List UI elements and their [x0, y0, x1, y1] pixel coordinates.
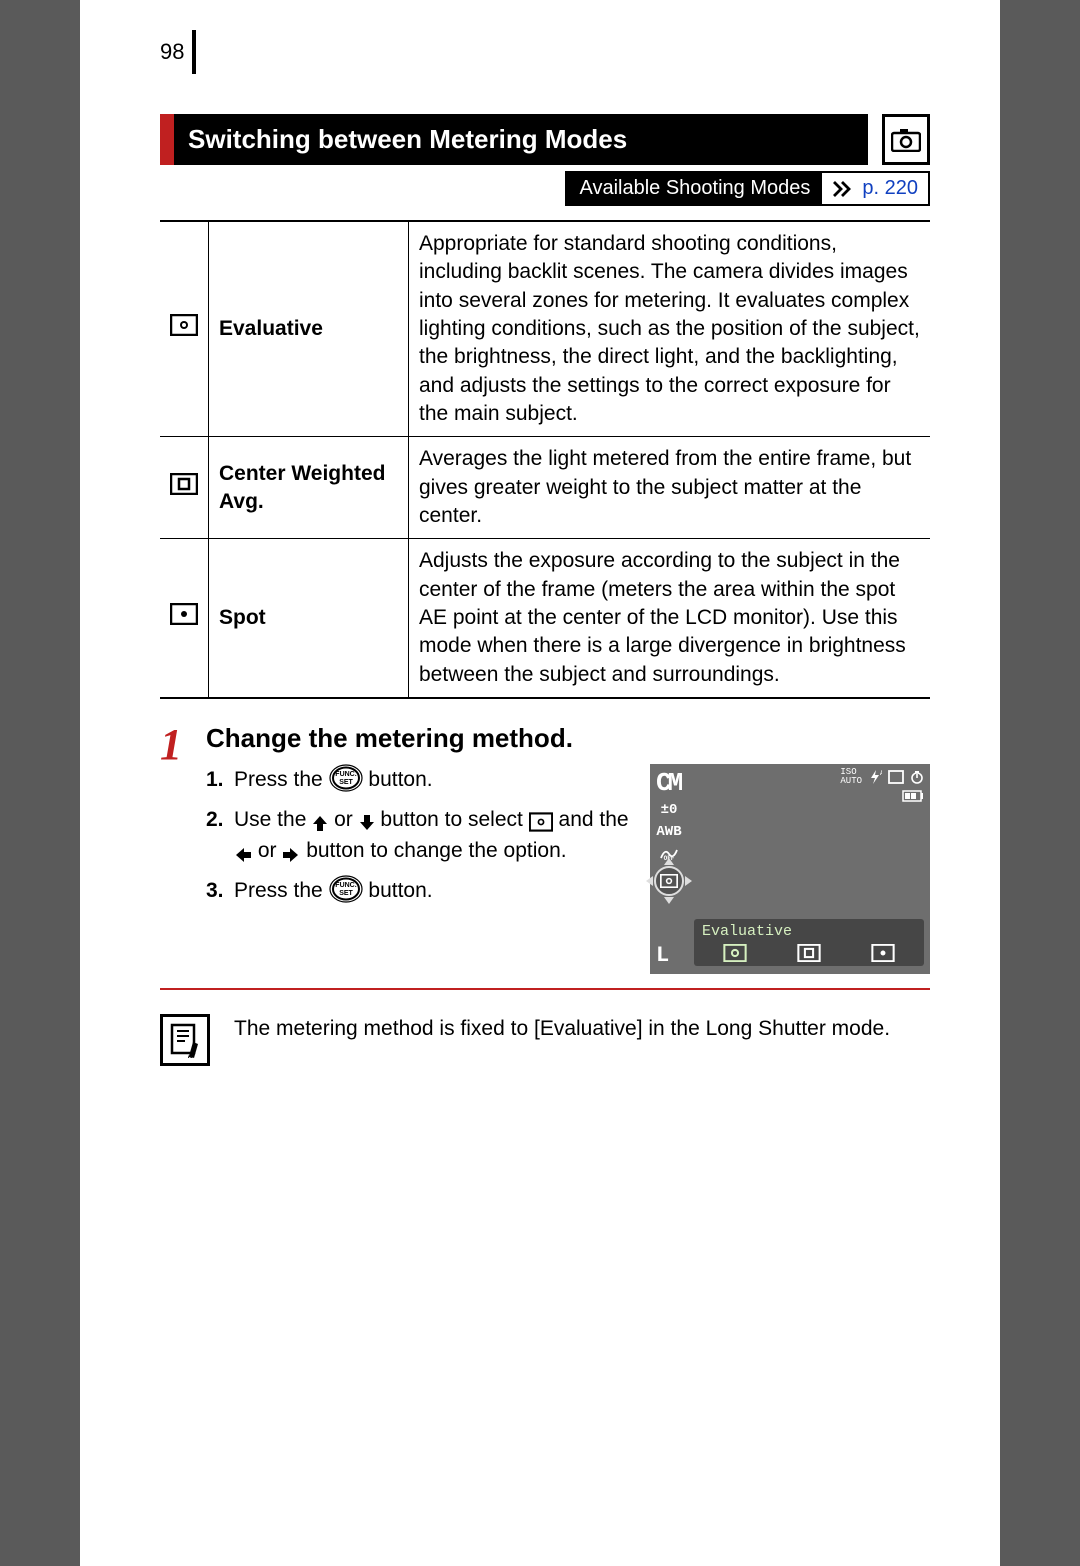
double-chevron-icon: [822, 173, 858, 204]
lcd-top-right-icons: ISOAUTO A: [840, 768, 924, 786]
substep: 1. Press the FUNC. SET button.: [206, 764, 636, 796]
func-set-button-icon: FUNC. SET: [329, 875, 363, 903]
svg-text:FUNC.: FUNC.: [335, 882, 356, 889]
evaluative-inline-icon: [529, 812, 553, 832]
svg-text:A: A: [880, 770, 882, 778]
spot-option-icon: [871, 944, 895, 962]
section-heading: Switching between Metering Modes: [160, 114, 930, 165]
heading-accent-bar: [160, 114, 174, 165]
heading-title: Switching between Metering Modes: [174, 114, 868, 165]
page-number-divider: [192, 30, 196, 74]
svg-text:FUNC.: FUNC.: [335, 771, 356, 778]
lcd-drive-icon: [888, 770, 904, 784]
page-number-row: 98: [160, 30, 930, 74]
mode-description: Appropriate for standard shooting condit…: [409, 221, 931, 437]
step-list: 1. Press the FUNC. SET button.: [206, 764, 636, 974]
left-arrow-icon: [234, 847, 252, 863]
center-weighted-icon: [160, 437, 209, 539]
page-number: 98: [160, 39, 192, 65]
step-block: 1 Change the metering method. 1. Press t…: [160, 723, 930, 990]
lcd-options-strip: Evaluative: [694, 919, 924, 966]
evaluative-option-icon: [723, 944, 747, 962]
svg-text:SET: SET: [339, 890, 353, 897]
note-text: The metering method is fixed to [Evaluat…: [234, 1014, 890, 1044]
lcd-strip-label: Evaluative: [698, 921, 920, 942]
available-modes-label: Available Shooting Modes: [567, 173, 822, 204]
note-row: The metering method is fixed to [Evaluat…: [160, 1014, 930, 1066]
spot-icon: [160, 539, 209, 698]
lcd-strip-icons: [698, 942, 920, 964]
substep: 2. Use the or button to select and the o…: [206, 804, 636, 867]
lcd-size: L: [656, 943, 669, 968]
step-title: Change the metering method.: [206, 723, 930, 754]
note-memo-icon: [160, 1014, 210, 1066]
lcd-wb: AWB: [656, 824, 681, 840]
func-set-button-icon: FUNC. SET: [329, 764, 363, 792]
substep: 3. Press the FUNC. SET button.: [206, 875, 636, 907]
table-row: Center Weighted Avg. Averages the light …: [160, 437, 930, 539]
step-body: Change the metering method. 1. Press the…: [206, 723, 930, 974]
camera-still-icon: [882, 114, 930, 165]
lcd-battery-icon: [902, 790, 924, 802]
down-arrow-icon: [359, 814, 375, 832]
available-modes-box: Available Shooting Modes p. 220: [565, 171, 930, 206]
mode-name: Evaluative: [209, 221, 409, 437]
lcd-sidebar: ±0 AWB OFF: [654, 802, 684, 896]
center-weighted-option-icon: [797, 944, 821, 962]
step-number: 1: [160, 723, 206, 974]
available-modes-page-ref[interactable]: p. 220: [858, 173, 928, 204]
lcd-mode: CM: [656, 768, 679, 798]
available-modes-row: Available Shooting Modes p. 220: [160, 171, 930, 206]
table-row: Spot Adjusts the exposure according to t…: [160, 539, 930, 698]
lcd-exposure: ±0: [661, 802, 678, 818]
lcd-selected-metering-icon: [654, 866, 684, 896]
lcd-preview: CM ISOAUTO A ±0 AWB OFF: [650, 764, 930, 974]
lcd-timer-icon: [910, 770, 924, 784]
metering-modes-table: Evaluative Appropriate for standard shoo…: [160, 220, 930, 699]
table-row: Evaluative Appropriate for standard shoo…: [160, 221, 930, 437]
evaluative-icon: [160, 221, 209, 437]
mode-name: Center Weighted Avg.: [209, 437, 409, 539]
manual-page: 98 Switching between Metering Modes Avai…: [80, 0, 1000, 1566]
mode-description: Averages the light metered from the enti…: [409, 437, 931, 539]
right-arrow-icon: [282, 847, 300, 863]
up-arrow-icon: [312, 814, 328, 832]
mode-name: Spot: [209, 539, 409, 698]
svg-text:SET: SET: [339, 779, 353, 786]
lcd-flash-icon: A: [868, 769, 882, 785]
mode-description: Adjusts the exposure according to the su…: [409, 539, 931, 698]
lcd-iso-icon: ISOAUTO: [840, 768, 862, 786]
